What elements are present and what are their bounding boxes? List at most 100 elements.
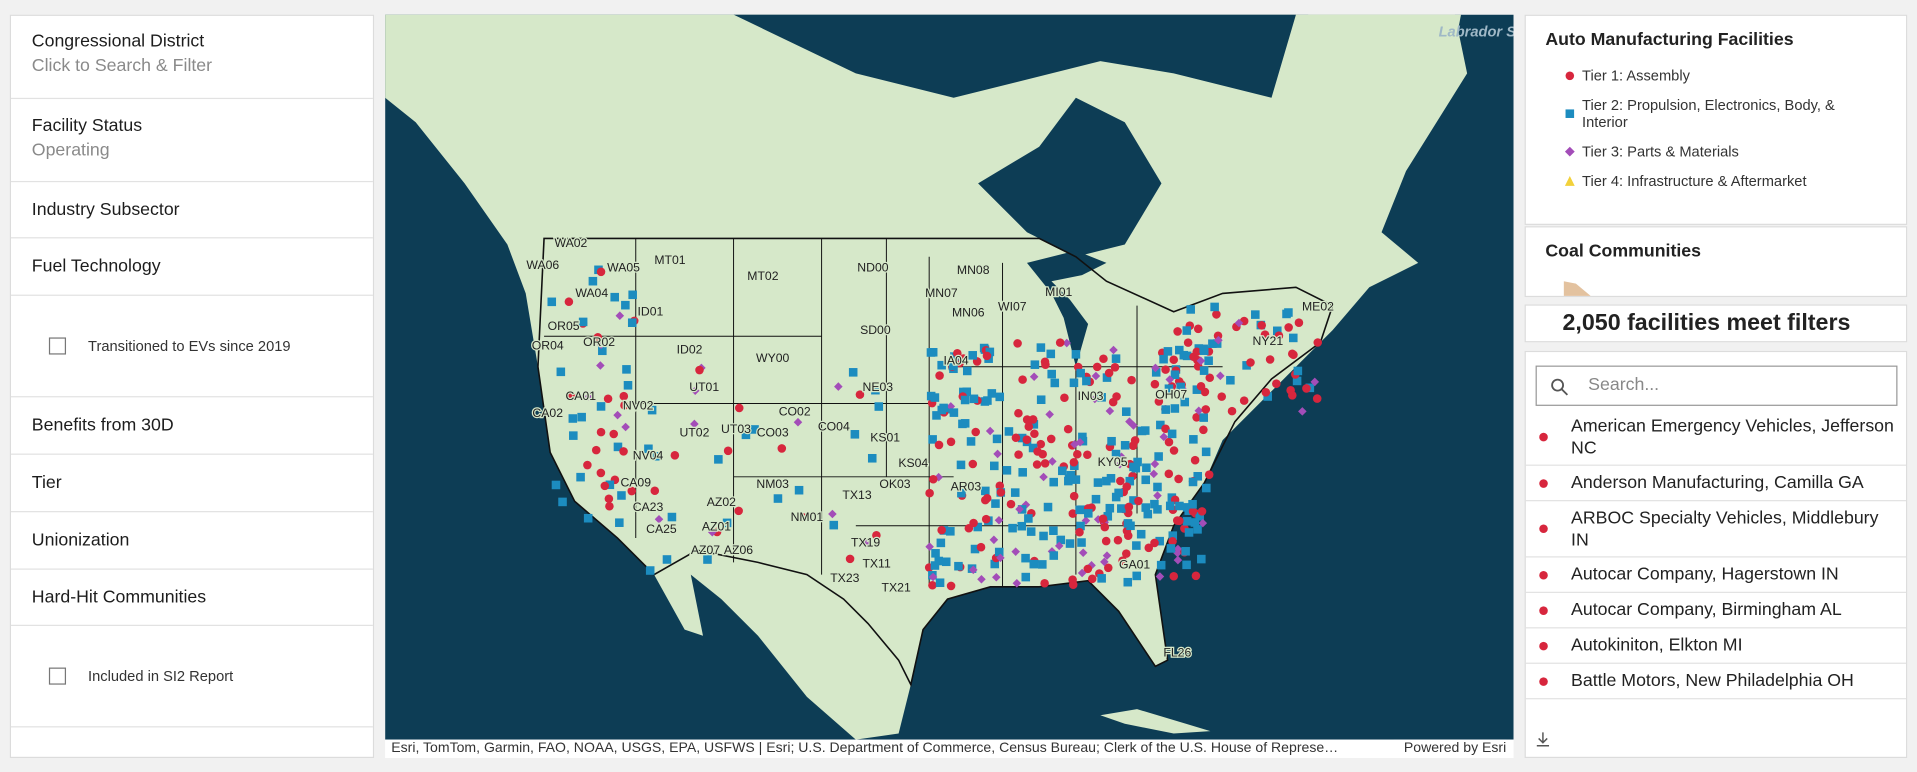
facility-marker[interactable] — [1063, 424, 1073, 434]
facility-marker[interactable] — [1100, 522, 1110, 532]
facility-marker[interactable] — [1193, 472, 1203, 481]
facility-marker[interactable] — [970, 544, 980, 554]
facility-marker[interactable] — [1039, 531, 1048, 541]
facility-marker[interactable] — [958, 419, 967, 429]
facility-marker[interactable] — [971, 427, 980, 437]
search-box[interactable]: Search... — [1535, 365, 1898, 406]
facility-marker[interactable] — [985, 347, 995, 357]
facility-marker[interactable] — [1018, 468, 1027, 477]
facility-marker[interactable] — [1161, 405, 1170, 414]
facility-marker[interactable] — [941, 557, 951, 567]
facility-marker[interactable] — [1140, 426, 1150, 435]
facility-marker[interactable] — [1107, 436, 1116, 446]
facility-marker[interactable] — [794, 485, 804, 495]
facility-marker[interactable] — [1310, 377, 1320, 387]
facility-marker[interactable] — [619, 391, 629, 401]
facility-marker[interactable] — [1055, 338, 1065, 347]
facility-marker[interactable] — [925, 542, 934, 551]
facility-marker[interactable] — [1101, 536, 1111, 546]
facility-marker[interactable] — [1047, 369, 1056, 379]
facility-marker[interactable] — [981, 514, 991, 524]
facility-marker[interactable] — [930, 393, 940, 402]
facility-marker[interactable] — [1205, 373, 1215, 383]
facility-marker[interactable] — [690, 419, 699, 429]
facility-marker[interactable] — [1154, 397, 1164, 406]
facility-marker[interactable] — [1154, 452, 1163, 461]
facility-marker[interactable] — [1183, 338, 1193, 347]
facility-marker[interactable] — [1106, 474, 1116, 483]
facility-marker[interactable] — [604, 494, 614, 504]
facility-marker[interactable] — [603, 394, 613, 403]
facility-marker[interactable] — [1161, 365, 1170, 374]
facility-marker[interactable] — [969, 394, 979, 404]
facility-marker[interactable] — [1105, 406, 1115, 416]
facility-marker[interactable] — [1168, 531, 1178, 540]
facility-marker[interactable] — [576, 472, 585, 482]
facility-marker[interactable] — [652, 451, 662, 461]
facility-marker[interactable] — [959, 387, 968, 397]
facility-marker[interactable] — [1011, 433, 1021, 443]
facility-marker[interactable] — [1124, 502, 1134, 512]
facility-marker[interactable] — [1136, 529, 1146, 539]
result-item[interactable]: American Emergency Vehicles, Jefferson N… — [1525, 410, 1907, 466]
facility-marker[interactable] — [987, 389, 997, 398]
facility-marker[interactable] — [1202, 483, 1211, 493]
facility-marker[interactable] — [627, 318, 637, 328]
facility-marker[interactable] — [1017, 433, 1027, 443]
facility-marker[interactable] — [1036, 439, 1046, 449]
facility-marker[interactable] — [1195, 512, 1204, 521]
facility-marker[interactable] — [928, 347, 938, 357]
facility-marker[interactable] — [1036, 395, 1046, 405]
facility-marker[interactable] — [627, 486, 637, 496]
facility-marker[interactable] — [714, 455, 723, 464]
facility-marker[interactable] — [1083, 450, 1092, 460]
facility-marker[interactable] — [1069, 378, 1079, 388]
facility-marker[interactable] — [798, 512, 808, 522]
facility-marker[interactable] — [1032, 460, 1042, 469]
checkbox[interactable] — [48, 337, 67, 355]
facility-marker[interactable] — [966, 437, 976, 446]
facility-marker[interactable] — [1021, 553, 1030, 563]
facility-marker[interactable] — [628, 290, 637, 300]
facility-marker[interactable] — [1002, 466, 1012, 475]
facility-marker[interactable] — [1013, 339, 1022, 348]
facility-marker[interactable] — [960, 395, 970, 405]
facility-marker[interactable] — [867, 453, 877, 463]
facility-marker[interactable] — [948, 361, 958, 371]
download-icon[interactable] — [1536, 731, 1551, 747]
facility-marker[interactable] — [1182, 351, 1192, 361]
facility-marker[interactable] — [605, 501, 614, 511]
facility-marker[interactable] — [1026, 527, 1036, 536]
facility-marker[interactable] — [1188, 507, 1198, 516]
facility-marker[interactable] — [1226, 375, 1235, 385]
facility-marker[interactable] — [1071, 475, 1081, 484]
facility-marker[interactable] — [871, 385, 880, 395]
facility-marker[interactable] — [1024, 514, 1033, 523]
facility-marker[interactable] — [1312, 394, 1322, 403]
facility-marker[interactable] — [1090, 394, 1100, 404]
facility-marker[interactable] — [957, 488, 966, 498]
facility-marker[interactable] — [1173, 327, 1182, 336]
facility-marker[interactable] — [583, 460, 592, 470]
facility-marker[interactable] — [1184, 528, 1194, 537]
facility-marker[interactable] — [1163, 347, 1173, 356]
facility-marker[interactable] — [1084, 509, 1093, 518]
facility-marker[interactable] — [621, 300, 630, 310]
facility-marker[interactable] — [1068, 580, 1078, 589]
facility-marker[interactable] — [1302, 384, 1311, 393]
facility-marker[interactable] — [1170, 404, 1180, 413]
facility-marker[interactable] — [845, 554, 855, 564]
facility-marker[interactable] — [990, 461, 999, 471]
facility-marker[interactable] — [1193, 525, 1202, 534]
facility-marker[interactable] — [1030, 429, 1039, 439]
facility-marker[interactable] — [1045, 410, 1054, 419]
facility-marker[interactable] — [993, 449, 1002, 459]
filter-tier[interactable]: Tier — [11, 455, 373, 513]
facility-marker[interactable] — [1197, 554, 1206, 564]
result-item[interactable]: Anderson Manufacturing, Camilla GA — [1525, 466, 1907, 502]
facility-marker[interactable] — [1075, 527, 1084, 537]
facility-marker[interactable] — [593, 333, 603, 342]
facility-marker[interactable] — [1127, 375, 1136, 385]
facility-marker[interactable] — [750, 425, 759, 434]
facility-marker[interactable] — [1313, 338, 1323, 347]
